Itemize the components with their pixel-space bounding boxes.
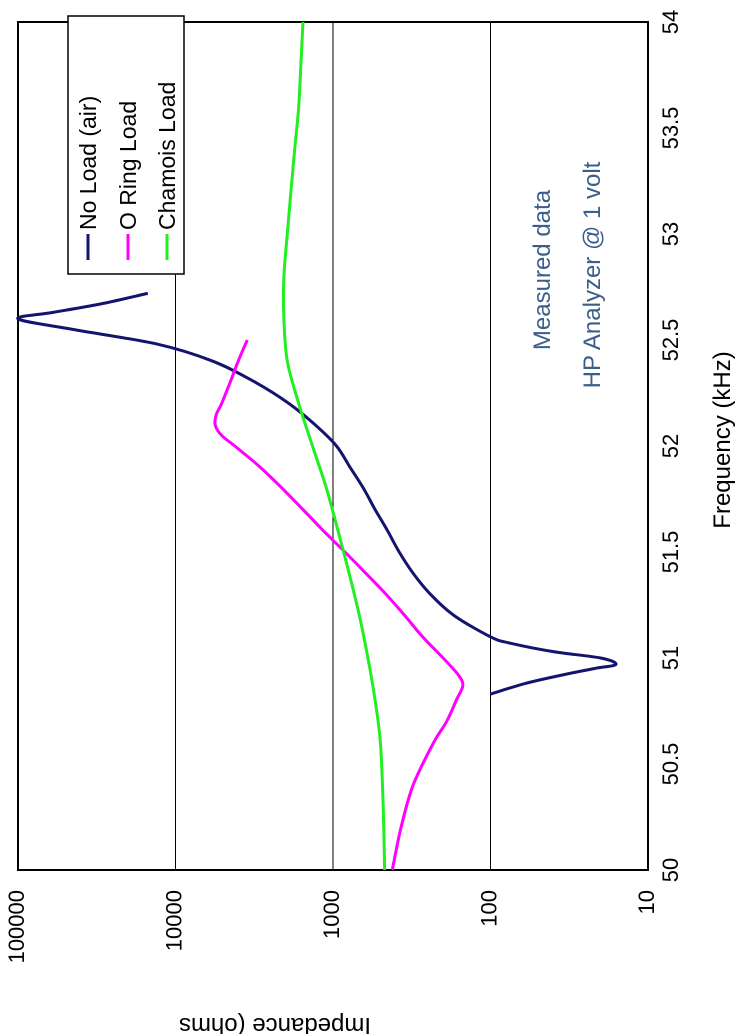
series-layer [16,21,618,871]
y-tick-label: 10 [634,890,659,914]
legend-label-chamois: Chamois Load [154,82,180,230]
annotation-measured-data: Measured data [529,189,556,350]
x-tick-label: 54 [658,10,683,34]
x-tick-label: 52.5 [658,319,683,362]
legend: No Load (air) O Ring Load Chamois Load [67,15,185,275]
x-tick-label: 50 [658,858,683,882]
impedance-tick-labels: 100000 10000 1000 100 10 [4,890,659,963]
y-tick-label: 1000 [319,890,344,939]
legend-label-no-load: No Load (air) [75,96,101,230]
series-line-chamois-load [281,21,387,871]
x-tick-label: 51.5 [658,531,683,574]
x-tick-label: 51 [658,646,683,670]
x-axis-title: Frequency (kHz) [709,351,736,528]
x-tick-label: 52 [658,434,683,458]
y-axis-title: Impedance (ohms [179,1012,371,1034]
x-tick-label: 53 [658,222,683,246]
x-tick-label: 53.5 [658,107,683,150]
series-line-o-ring-load [213,339,465,871]
x-tick-label: 50.5 [658,743,683,786]
legend-box [67,15,185,275]
plot-frame [17,21,649,871]
series-line-no-load-air [16,291,618,696]
annotation-hp-analyzer: HP Analyzer @ 1 volt [579,161,606,388]
y-tick-label: 100 [476,890,501,927]
y-tick-label: 100000 [4,890,29,963]
legend-label-o-ring: O Ring Load [115,101,141,230]
gridlines [175,22,491,870]
frequency-tick-labels: 50 50.5 51 51.5 52 52.5 53 53.5 54 [658,10,683,882]
y-tick-label: 10000 [161,890,186,951]
